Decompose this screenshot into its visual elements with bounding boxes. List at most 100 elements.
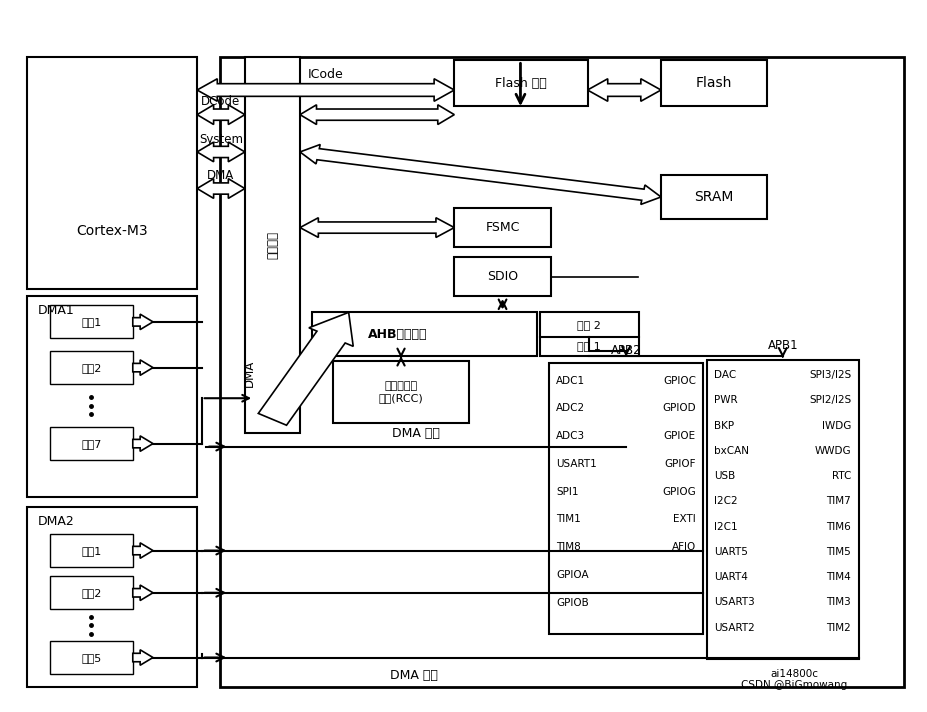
- Polygon shape: [197, 142, 245, 162]
- Text: BKP: BKP: [715, 421, 734, 431]
- Text: APB1: APB1: [768, 339, 798, 352]
- Text: USART3: USART3: [715, 597, 756, 607]
- Text: AFIO: AFIO: [672, 542, 696, 553]
- Bar: [311, 313, 537, 356]
- Text: TIM6: TIM6: [827, 522, 851, 532]
- Text: IWDG: IWDG: [822, 421, 851, 431]
- Bar: [27, 296, 197, 497]
- Text: TIM1: TIM1: [556, 514, 581, 525]
- Text: Cortex-M3: Cortex-M3: [76, 224, 148, 238]
- Text: DMA2: DMA2: [38, 515, 75, 528]
- Bar: [707, 360, 858, 659]
- Text: TIM7: TIM7: [827, 496, 851, 506]
- Text: GPIOD: GPIOD: [662, 404, 696, 414]
- Text: TIM2: TIM2: [827, 623, 851, 633]
- Text: APB2: APB2: [611, 344, 641, 357]
- Text: GPIOC: GPIOC: [663, 376, 696, 386]
- Text: SPI1: SPI1: [556, 486, 578, 497]
- Bar: [50, 534, 133, 567]
- Text: DMA 请求: DMA 请求: [390, 669, 438, 681]
- Text: System: System: [199, 132, 243, 146]
- Text: USART1: USART1: [556, 459, 597, 469]
- Text: UART4: UART4: [715, 572, 748, 582]
- Text: TIM5: TIM5: [827, 547, 851, 557]
- Text: 总线矩阵: 总线矩阵: [266, 231, 279, 259]
- Text: GPIOB: GPIOB: [556, 597, 589, 607]
- Text: 桥接 2: 桥接 2: [578, 320, 602, 330]
- Text: ICode: ICode: [308, 68, 344, 81]
- Bar: [50, 427, 133, 460]
- Bar: [245, 57, 300, 434]
- Text: 通道7: 通道7: [82, 439, 102, 449]
- Polygon shape: [133, 585, 153, 600]
- Text: FSMC: FSMC: [486, 221, 520, 234]
- Text: Flash 接口: Flash 接口: [495, 77, 547, 90]
- Text: ADC3: ADC3: [556, 431, 586, 441]
- Text: EXTI: EXTI: [673, 514, 696, 525]
- Polygon shape: [133, 543, 153, 558]
- Polygon shape: [300, 218, 454, 237]
- Text: GPIOG: GPIOG: [662, 486, 696, 497]
- Bar: [333, 361, 469, 423]
- Text: ADC2: ADC2: [556, 404, 586, 414]
- Text: GPIOE: GPIOE: [664, 431, 696, 441]
- Text: ai14800c
CSDN @BiGmowang: ai14800c CSDN @BiGmowang: [741, 669, 847, 690]
- Polygon shape: [197, 105, 245, 125]
- Text: WWDG: WWDG: [815, 446, 851, 456]
- Text: DMA: DMA: [208, 169, 235, 182]
- Text: 通道1: 通道1: [82, 317, 102, 327]
- Bar: [50, 576, 133, 609]
- Text: GPIOF: GPIOF: [665, 459, 696, 469]
- Bar: [220, 57, 905, 686]
- Polygon shape: [133, 314, 153, 330]
- Bar: [454, 61, 588, 106]
- Text: 复位和时钟
控制(RCC): 复位和时钟 控制(RCC): [378, 381, 424, 403]
- Bar: [454, 258, 551, 296]
- Text: 通道2: 通道2: [82, 588, 102, 598]
- Text: TIM4: TIM4: [827, 572, 851, 582]
- Text: DMA1: DMA1: [38, 304, 75, 317]
- Text: UART5: UART5: [715, 547, 748, 557]
- Bar: [50, 641, 133, 674]
- Polygon shape: [197, 179, 245, 199]
- Text: PWR: PWR: [715, 395, 738, 405]
- Text: 通道5: 通道5: [82, 652, 102, 663]
- Text: bxCAN: bxCAN: [715, 446, 749, 456]
- Text: TIM8: TIM8: [556, 542, 581, 553]
- Text: RTC: RTC: [832, 471, 851, 481]
- Text: Flash: Flash: [695, 76, 732, 90]
- Text: AHB系统总线: AHB系统总线: [368, 328, 427, 340]
- Text: I2C1: I2C1: [715, 522, 738, 532]
- Bar: [661, 61, 767, 106]
- Polygon shape: [300, 105, 454, 125]
- Bar: [50, 305, 133, 338]
- Bar: [27, 57, 197, 289]
- Polygon shape: [197, 79, 454, 101]
- Text: DCode: DCode: [201, 95, 241, 108]
- Text: SRAM: SRAM: [694, 190, 733, 204]
- Bar: [27, 507, 197, 686]
- Text: GPIOA: GPIOA: [556, 570, 589, 580]
- Polygon shape: [300, 145, 661, 204]
- Text: 桥接 1: 桥接 1: [578, 342, 602, 352]
- Polygon shape: [259, 313, 353, 425]
- Text: TIM3: TIM3: [827, 597, 851, 607]
- Polygon shape: [133, 436, 153, 451]
- Bar: [540, 313, 639, 356]
- Text: DMA 请求: DMA 请求: [392, 427, 440, 441]
- Text: ADC1: ADC1: [556, 376, 586, 386]
- Text: SDIO: SDIO: [487, 271, 518, 283]
- Text: DMA: DMA: [243, 360, 256, 387]
- Bar: [661, 175, 767, 219]
- Text: SPI2/I2S: SPI2/I2S: [809, 395, 851, 405]
- Polygon shape: [133, 650, 153, 665]
- Text: I2C2: I2C2: [715, 496, 738, 506]
- Text: DAC: DAC: [715, 370, 737, 380]
- Bar: [454, 208, 551, 247]
- Bar: [50, 351, 133, 384]
- Polygon shape: [588, 79, 661, 101]
- Text: USB: USB: [715, 471, 735, 481]
- Text: 通道2: 通道2: [82, 362, 102, 372]
- Text: SPI3/I2S: SPI3/I2S: [809, 370, 851, 380]
- Polygon shape: [133, 360, 153, 375]
